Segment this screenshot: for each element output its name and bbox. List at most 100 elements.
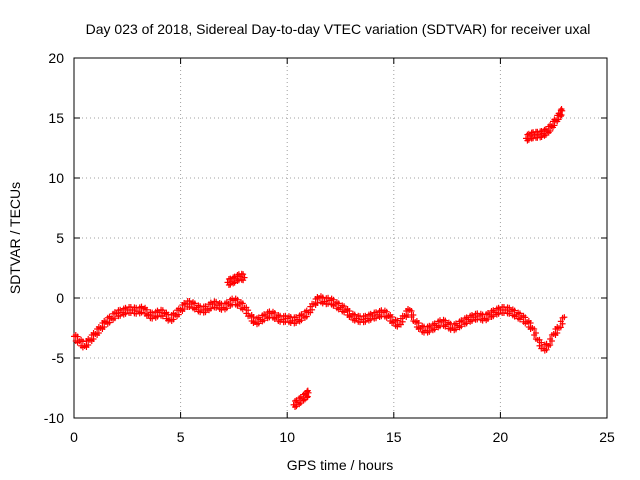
data-point — [532, 330, 539, 336]
y-tick-label: 10 — [48, 170, 64, 186]
data-point — [405, 312, 412, 318]
data-point — [319, 294, 326, 301]
data-point — [245, 307, 252, 314]
data-point — [554, 330, 561, 336]
data-point — [298, 317, 305, 324]
data-point — [463, 320, 470, 327]
data-point — [223, 305, 230, 312]
series-segment-7h — [224, 270, 248, 288]
data-point — [346, 308, 353, 314]
data-point — [207, 305, 214, 312]
data-point — [543, 346, 550, 353]
data-point — [154, 313, 161, 320]
data-point — [531, 326, 538, 332]
data-point — [95, 330, 102, 336]
data-point — [367, 316, 374, 323]
series-segment-10h — [290, 387, 312, 410]
data-point — [106, 319, 113, 326]
data-point — [525, 136, 532, 143]
data-point — [90, 336, 97, 342]
data-point — [111, 315, 118, 322]
series-main-band — [71, 293, 568, 354]
y-tick-label: 20 — [48, 50, 64, 66]
data-point — [309, 306, 316, 313]
data-point — [304, 393, 311, 400]
x-tick-label: 15 — [386, 429, 402, 445]
data-point — [399, 318, 406, 325]
data-point — [305, 389, 312, 396]
data-point — [559, 107, 566, 114]
x-tick-label: 20 — [493, 429, 509, 445]
data-point — [490, 313, 497, 320]
data-point — [351, 311, 358, 318]
data-point — [74, 333, 81, 340]
data-point — [240, 271, 247, 278]
data-point — [85, 342, 92, 348]
data-point — [227, 281, 234, 288]
data-point — [538, 339, 545, 346]
y-tick-label: 0 — [56, 290, 64, 306]
x-tick-label: 5 — [177, 429, 185, 445]
data-point — [122, 310, 129, 317]
y-tick-label: 5 — [56, 230, 64, 246]
x-axis-label: GPS time / hours — [287, 457, 394, 473]
data-point — [362, 318, 369, 325]
axis-ticks — [73, 57, 608, 419]
data-point — [191, 300, 198, 307]
data-point — [234, 296, 241, 303]
y-tick-label: -5 — [52, 350, 65, 366]
data-point — [516, 310, 523, 317]
data-point — [250, 314, 257, 320]
data-point — [547, 128, 554, 134]
data-point — [293, 320, 300, 326]
data-point — [431, 326, 438, 333]
data-point — [175, 311, 182, 318]
data-point — [389, 314, 396, 320]
data-point — [304, 394, 311, 401]
data-point — [383, 308, 390, 315]
x-tick-label: 25 — [599, 429, 615, 445]
data-point — [557, 113, 564, 120]
data-point — [559, 320, 566, 327]
data-point — [452, 326, 459, 333]
data-point — [271, 310, 278, 316]
data-point — [415, 320, 422, 326]
data-point — [557, 324, 564, 331]
data-point — [181, 306, 188, 312]
data-point — [547, 342, 554, 348]
data-point — [325, 300, 332, 307]
data-point — [442, 317, 449, 324]
data-point — [213, 298, 220, 305]
data-point — [335, 300, 342, 307]
data-point — [561, 314, 568, 321]
data-point — [468, 318, 475, 324]
x-tick-label: 0 — [70, 429, 78, 445]
data-points — [71, 106, 568, 410]
data-point — [373, 315, 380, 322]
data-point — [458, 323, 465, 330]
y-tick-label: -10 — [44, 410, 64, 426]
data-point — [241, 274, 248, 281]
data-point — [159, 307, 166, 314]
data-point — [330, 296, 337, 303]
data-point — [394, 317, 401, 324]
data-point — [408, 308, 415, 314]
data-point — [170, 316, 177, 323]
grid-lines — [74, 58, 607, 418]
data-point — [239, 300, 246, 307]
data-point — [511, 307, 518, 314]
chart-title: Day 023 of 2018, Sidereal Day-to-day VTE… — [86, 21, 591, 37]
data-point — [101, 324, 108, 330]
data-point — [341, 303, 348, 310]
data-point — [506, 304, 513, 311]
data-point — [314, 300, 321, 306]
data-point — [555, 116, 562, 123]
series-segment-21h — [522, 106, 566, 144]
data-point — [410, 312, 417, 318]
y-tick-label: 15 — [48, 110, 64, 126]
data-point — [548, 338, 555, 344]
data-point — [551, 122, 558, 129]
data-point — [255, 320, 262, 327]
